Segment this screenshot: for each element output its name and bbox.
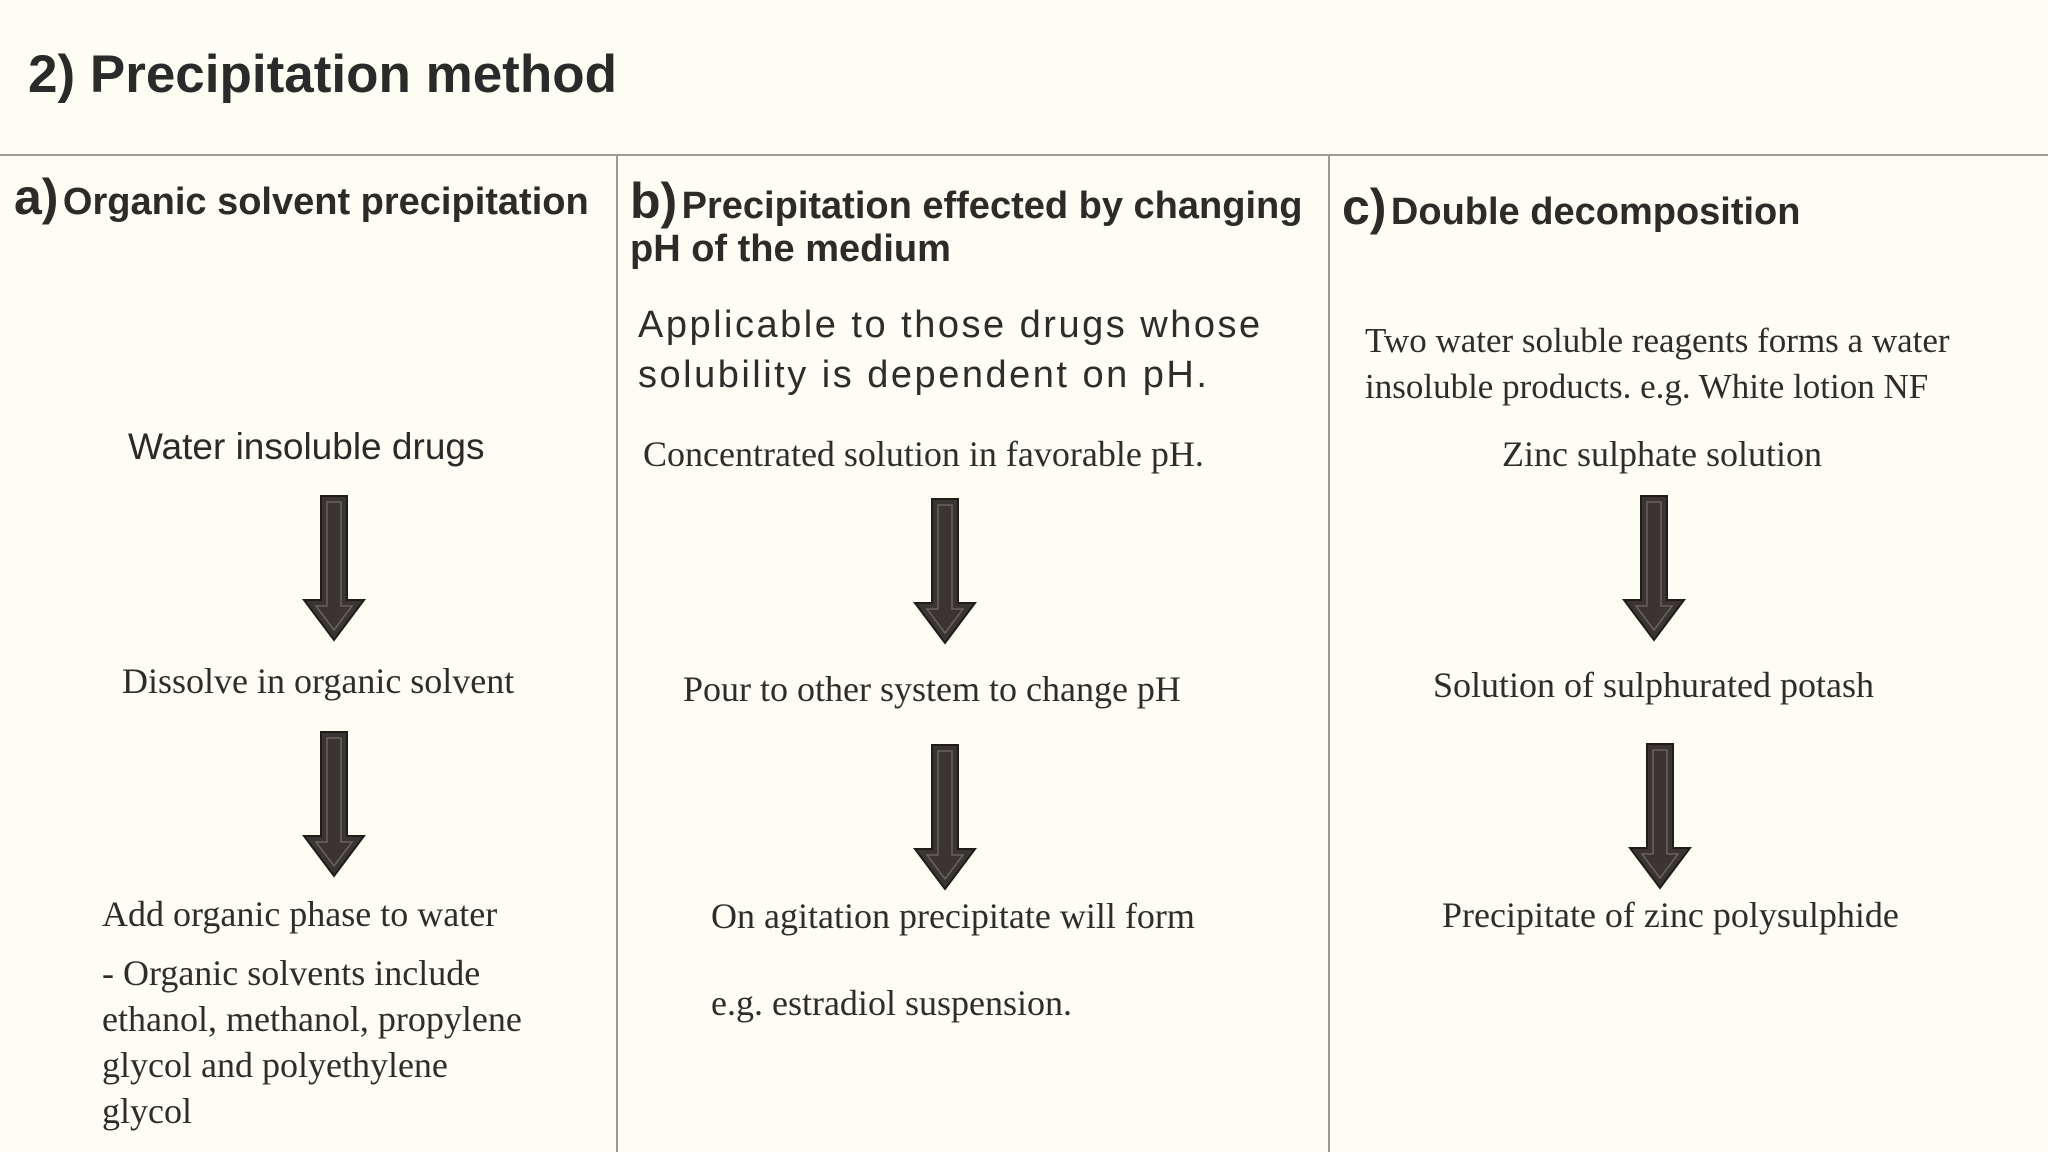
column-a-note-line: ethanol, methanol, propylene [102, 999, 522, 1039]
column-a-note-line: - Organic solvents include [102, 953, 481, 993]
column-c-step-2: Solution of sulphurated potash [1433, 665, 1874, 705]
column-b-title-line-2: pH of the medium [630, 228, 951, 270]
column-b-step-1: Concentrated solution in favorable pH. [643, 434, 1204, 474]
column-b-title-line-1: Precipitation effected by changing [681, 185, 1303, 227]
column-a-step-2: Dissolve in organic solvent [122, 661, 515, 701]
column-b-heading-line-2: pH of the medium [630, 228, 951, 271]
column-a-title: Organic solvent precipitation [62, 181, 589, 223]
column-b-heading: b) Precipitation effected by changing [630, 172, 1302, 230]
column-c-intro-line: Two water soluble reagents forms a water [1365, 321, 1950, 360]
column-a-note: - Organic solvents include ethanol, meth… [102, 950, 522, 1134]
column-c-title: Double decomposition [1390, 191, 1801, 233]
column-c-heading: c) Double decomposition [1342, 178, 1800, 236]
column-b-intro: Applicable to those drugs whose solubili… [638, 300, 1263, 400]
down-arrow-icon [913, 744, 977, 891]
column-b-intro-line: Applicable to those drugs whose [638, 304, 1263, 346]
down-arrow-icon [1628, 743, 1692, 890]
page-title: 2) Precipitation method [28, 45, 617, 104]
column-b-example: e.g. estradiol suspension. [711, 983, 1072, 1023]
column-b-step-2: Pour to other system to change pH [683, 669, 1181, 709]
column-c-intro-line: insoluble products. e.g. White lotion NF [1365, 367, 1929, 406]
down-arrow-icon [302, 495, 366, 642]
column-c-step-1: Zinc sulphate solution [1502, 434, 1822, 474]
column-b-intro-line: solubility is dependent on pH. [638, 354, 1210, 396]
title-divider [0, 154, 2048, 156]
column-a-heading: a) Organic solvent precipitation [14, 168, 589, 226]
column-a-step-1: Water insoluble drugs [128, 426, 485, 467]
column-c-intro: Two water soluble reagents forms a water… [1365, 318, 1950, 410]
column-b-step-3: On agitation precipitate will form [711, 896, 1195, 936]
down-arrow-icon [1622, 495, 1686, 642]
column-c-step-3: Precipitate of zinc polysulphide [1442, 895, 1899, 935]
column-a-note-line: glycol [102, 1091, 192, 1131]
column-b-letter: b) [630, 173, 678, 229]
down-arrow-icon [913, 498, 977, 645]
column-c-letter: c) [1342, 179, 1387, 235]
column-a-note-line: glycol and polyethylene [102, 1045, 448, 1085]
column-divider-1 [616, 155, 618, 1152]
column-divider-2 [1328, 155, 1330, 1152]
down-arrow-icon [302, 731, 366, 878]
column-a-step-3: Add organic phase to water [102, 894, 498, 934]
column-a-letter: a) [14, 169, 59, 225]
